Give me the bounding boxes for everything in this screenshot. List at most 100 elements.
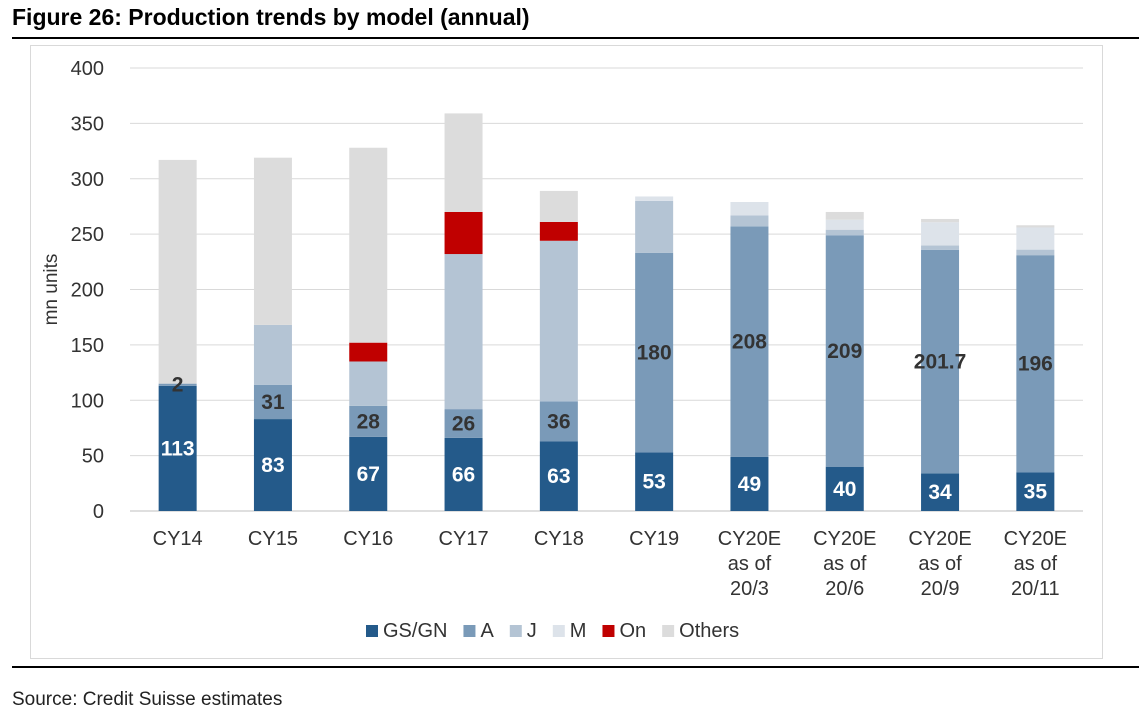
legend-swatch <box>602 625 615 637</box>
data-label: 35 <box>1024 481 1048 504</box>
data-label: 31 <box>261 391 285 414</box>
data-label: 2 <box>172 374 184 397</box>
y-tick-label: 50 <box>82 446 104 468</box>
bar-segment-m <box>730 202 769 216</box>
x-tick-label: CY20E as of 20/11 <box>1004 528 1067 600</box>
bar-segment-on <box>539 221 578 241</box>
bar-segment-a <box>825 235 864 467</box>
bar-segment-a <box>253 384 292 420</box>
x-tick-label: CY20E as of 20/6 <box>813 528 876 600</box>
bar-segment-gs-gn <box>730 456 769 511</box>
data-label: 67 <box>357 463 380 486</box>
bar-segment-on <box>444 211 483 255</box>
legend-swatch <box>662 625 675 637</box>
bar-segment-gs-gn <box>1016 472 1055 511</box>
legend-swatch <box>366 625 378 637</box>
y-tick-label: 300 <box>71 169 104 191</box>
bar-segment-gs-gn <box>349 436 388 511</box>
x-tick-label: CY16 <box>343 528 393 550</box>
bar-segment-others <box>253 157 292 325</box>
bar-segment-others <box>349 147 388 343</box>
data-label: 49 <box>738 473 761 496</box>
bar-segment-gs-gn <box>635 452 674 511</box>
x-tick-label: CY17 <box>439 528 489 550</box>
bar-segment-on <box>349 342 388 362</box>
bar-segment-m <box>921 222 960 246</box>
data-label: 201.7 <box>914 351 967 374</box>
bar-segment-a <box>444 409 483 438</box>
data-label: 40 <box>833 478 856 501</box>
bar-segment-others <box>444 113 483 212</box>
bar-segment-j <box>539 240 578 402</box>
footer-rule <box>12 666 1139 668</box>
data-label: 34 <box>928 481 952 504</box>
title-rule <box>12 37 1139 39</box>
legend-swatch <box>552 625 565 637</box>
bar-segment-j <box>921 245 960 250</box>
bar-segment-gs-gn <box>158 385 197 511</box>
legend-label: M <box>570 620 587 642</box>
x-tick-label: CY18 <box>534 528 584 550</box>
bar-segment-j <box>349 361 388 406</box>
legend-swatch <box>463 625 476 637</box>
y-tick-label: 150 <box>71 335 104 357</box>
bar-segment-a <box>539 401 578 442</box>
data-label: 196 <box>1018 353 1053 376</box>
bar-segment-j <box>1016 249 1055 256</box>
data-label: 208 <box>732 331 767 354</box>
legend-label: Others <box>679 620 739 642</box>
bar-segment-gs-gn <box>825 466 864 511</box>
x-tick-label: CY19 <box>629 528 679 550</box>
bar-segment-a <box>1016 255 1055 473</box>
bar-segment-others <box>539 190 578 222</box>
legend-label: GS/GN <box>383 620 447 642</box>
source-note: Source: Credit Suisse estimates <box>12 689 283 710</box>
data-label: 113 <box>161 437 195 460</box>
bar-segment-others <box>158 159 197 384</box>
bar-segment-gs-gn <box>921 473 960 511</box>
legend-label: A <box>480 620 494 642</box>
bar-segment-a <box>921 249 960 474</box>
data-label: 36 <box>547 410 570 433</box>
legend-label: On <box>619 620 646 642</box>
x-tick-label: CY20E as of 20/3 <box>718 528 781 600</box>
y-axis-label: mn units <box>41 254 62 326</box>
bar-segment-m <box>1016 227 1055 250</box>
y-tick-label: 400 <box>71 58 104 80</box>
bar-segment-gs-gn <box>444 437 483 511</box>
bar-segment-a <box>158 383 197 386</box>
figure-title: Figure 26: Production trends by model (a… <box>12 4 530 30</box>
x-tick-label: CY14 <box>153 528 203 550</box>
y-tick-label: 100 <box>71 390 104 412</box>
bar-segment-others <box>1016 225 1055 228</box>
bar-segment-j <box>253 324 292 385</box>
data-label: 180 <box>637 342 672 365</box>
data-label: 28 <box>357 410 381 433</box>
y-tick-label: 250 <box>71 224 104 246</box>
bar-segment-a <box>730 226 769 457</box>
bar-segment-a <box>349 405 388 437</box>
bar-segment-others <box>825 211 864 220</box>
legend-label: J <box>527 620 537 642</box>
bar-segment-a <box>635 252 674 453</box>
y-tick-label: 0 <box>93 501 104 523</box>
y-tick-label: 200 <box>71 280 104 302</box>
data-label: 63 <box>547 465 570 488</box>
bar-segment-m <box>635 196 674 201</box>
bar-segment-j <box>825 229 864 236</box>
bar-segment-gs-gn <box>539 441 578 511</box>
bar-segment-j <box>444 254 483 410</box>
bar-segment-j <box>730 215 769 227</box>
y-tick-label: 350 <box>71 113 104 135</box>
x-tick-label: CY15 <box>248 528 298 550</box>
data-label: 26 <box>452 413 475 436</box>
bar-segment-gs-gn <box>253 419 292 511</box>
data-label: 53 <box>642 471 665 494</box>
chart-frame <box>30 45 1103 659</box>
data-label: 83 <box>261 454 284 477</box>
bar-segment-j <box>635 200 674 253</box>
data-label: 209 <box>827 340 862 363</box>
bar-segment-m <box>825 219 864 230</box>
data-label: 66 <box>452 463 475 486</box>
